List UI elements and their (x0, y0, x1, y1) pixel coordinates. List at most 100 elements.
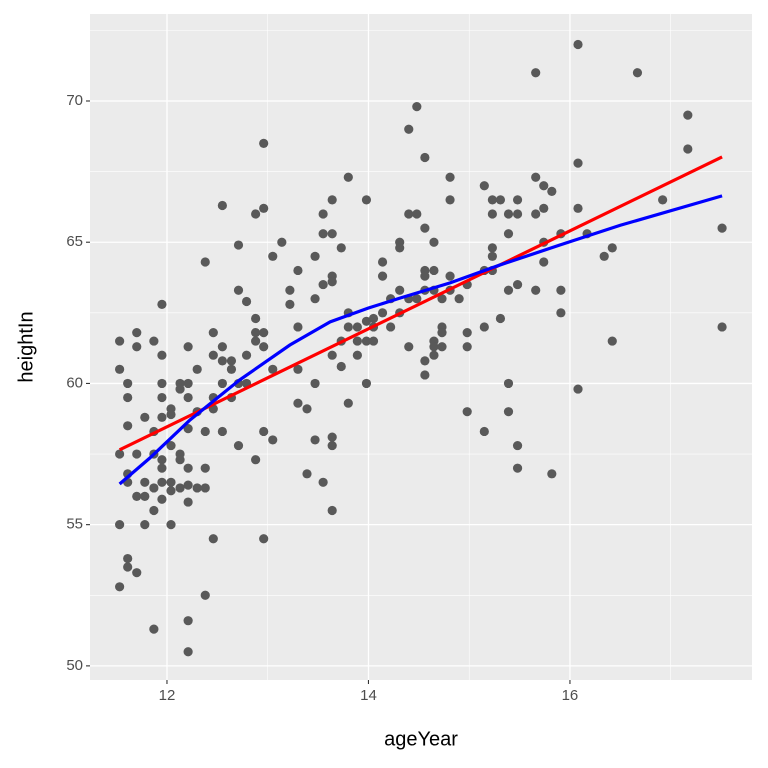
point (318, 279, 328, 290)
point (208, 350, 218, 360)
point (132, 449, 142, 459)
point (285, 299, 295, 309)
point (200, 426, 210, 437)
point (183, 392, 193, 403)
point (217, 378, 227, 389)
point (166, 520, 176, 530)
point (503, 209, 514, 219)
point (556, 285, 566, 295)
point (437, 327, 447, 338)
point (487, 195, 497, 205)
point (368, 313, 379, 324)
point (241, 296, 252, 307)
point (503, 285, 514, 295)
point (412, 102, 422, 112)
point (377, 271, 388, 281)
y-axis-title: heightIn (15, 311, 37, 382)
y-tick-label: 55 (66, 516, 83, 533)
point (310, 294, 320, 304)
point (183, 378, 193, 389)
point (512, 440, 523, 451)
x-axis-title: ageYear (384, 728, 458, 750)
point (277, 237, 287, 247)
point (285, 285, 295, 295)
point (157, 494, 167, 504)
point (217, 356, 227, 366)
point (318, 209, 328, 219)
point (157, 392, 167, 403)
point (503, 407, 514, 417)
point (445, 271, 455, 281)
point (241, 350, 252, 360)
point (175, 483, 185, 493)
point (503, 229, 514, 239)
point (259, 342, 269, 352)
point (123, 562, 133, 572)
point (200, 257, 210, 267)
point (512, 463, 523, 473)
point (487, 209, 497, 219)
point (149, 336, 159, 346)
point (531, 172, 541, 182)
point (132, 491, 142, 502)
point (200, 590, 210, 600)
point (336, 243, 346, 253)
point (429, 237, 439, 247)
point (547, 469, 557, 479)
point (166, 409, 176, 420)
point (123, 378, 133, 389)
point (183, 463, 193, 473)
point (327, 195, 337, 205)
point (200, 463, 210, 473)
point (361, 336, 372, 346)
point (343, 322, 353, 332)
point (259, 327, 269, 338)
point (200, 483, 210, 493)
point (149, 624, 159, 634)
point (251, 327, 261, 338)
point (445, 172, 455, 182)
y-tick-label: 70 (66, 92, 83, 109)
point (132, 342, 142, 352)
point (149, 505, 159, 516)
point (368, 336, 379, 346)
point (429, 265, 439, 276)
point (310, 435, 320, 445)
point (462, 342, 472, 352)
point (361, 316, 372, 326)
point (539, 203, 549, 213)
point (352, 336, 362, 346)
point (157, 378, 167, 389)
point (251, 209, 261, 219)
point (183, 424, 193, 434)
point (140, 477, 150, 487)
point (166, 440, 176, 451)
point (539, 181, 549, 191)
point (226, 356, 237, 366)
point (395, 285, 405, 295)
point (454, 294, 464, 304)
point (420, 271, 430, 281)
point (157, 350, 167, 360)
point (233, 285, 244, 295)
point (208, 327, 218, 338)
point (157, 412, 167, 422)
point (479, 322, 489, 332)
point (233, 440, 244, 451)
point (327, 229, 337, 239)
point (573, 39, 583, 50)
point (683, 110, 693, 120)
point (437, 294, 447, 304)
point (157, 463, 167, 473)
point (157, 299, 167, 309)
point (420, 152, 430, 163)
point (327, 432, 337, 442)
point (183, 647, 193, 657)
point (495, 313, 506, 324)
fit-line (118, 194, 723, 486)
point (327, 440, 337, 451)
point (157, 477, 167, 487)
point (429, 350, 439, 360)
point (479, 426, 489, 437)
point (658, 195, 668, 205)
